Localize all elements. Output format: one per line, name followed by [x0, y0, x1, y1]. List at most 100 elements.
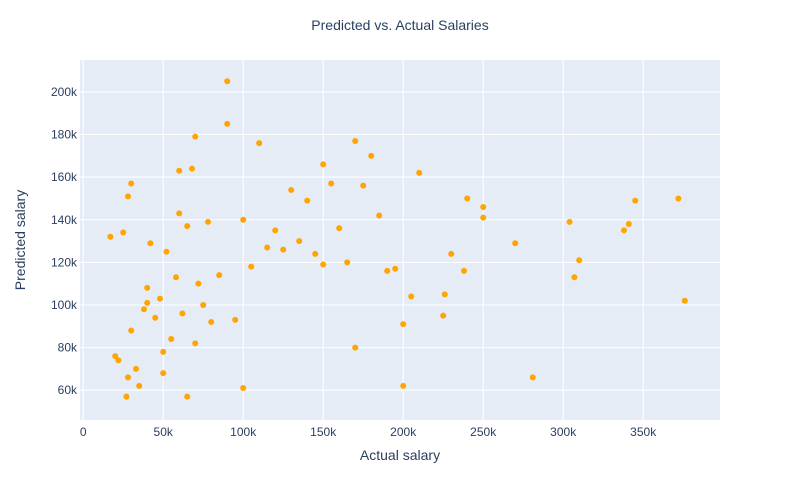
y-tick-label: 180k — [51, 128, 78, 142]
data-point — [392, 265, 399, 272]
data-point — [176, 167, 183, 174]
data-point — [173, 274, 179, 281]
data-point — [328, 180, 335, 187]
data-point — [163, 248, 170, 255]
data-point — [416, 169, 423, 176]
data-point — [133, 365, 139, 372]
data-point — [147, 240, 154, 247]
data-point — [144, 284, 151, 291]
x-tick-label: 50k — [154, 425, 174, 439]
data-point — [144, 299, 151, 306]
data-point — [157, 295, 163, 302]
data-point — [461, 267, 467, 274]
data-point — [192, 133, 199, 140]
y-tick-label: 160k — [51, 170, 78, 184]
data-point — [123, 393, 130, 400]
data-point — [480, 203, 487, 210]
x-tick-label: 100k — [230, 425, 257, 439]
data-point — [566, 218, 573, 225]
data-point — [344, 259, 351, 266]
data-point — [408, 293, 415, 300]
data-point — [571, 274, 578, 281]
data-point — [240, 216, 247, 223]
y-axis-title: Predicted salary — [12, 190, 28, 290]
data-point — [675, 195, 682, 202]
data-point — [480, 214, 487, 221]
data-point — [205, 218, 211, 225]
x-tick-label: 200k — [390, 425, 417, 439]
data-point — [160, 370, 167, 377]
data-point — [179, 310, 186, 317]
data-point — [128, 180, 135, 187]
data-point — [125, 193, 131, 200]
y-tick-label: 140k — [51, 213, 78, 227]
data-point — [312, 250, 319, 257]
data-point — [195, 280, 202, 287]
x-tick-label: 150k — [310, 425, 337, 439]
data-point — [384, 267, 391, 274]
data-point — [320, 161, 327, 168]
data-point — [136, 382, 143, 389]
data-point — [128, 327, 135, 334]
x-tick-label: 300k — [550, 425, 577, 439]
data-point — [120, 229, 127, 236]
data-point — [441, 291, 448, 298]
plot-background — [80, 60, 720, 420]
data-point — [176, 210, 183, 217]
grid-lines — [80, 60, 720, 420]
data-point — [529, 374, 536, 381]
data-point — [464, 195, 471, 202]
data-point — [625, 221, 632, 228]
data-point — [352, 344, 359, 351]
data-point — [304, 197, 311, 204]
data-point — [632, 197, 639, 204]
data-point — [208, 319, 215, 326]
data-point — [141, 306, 147, 313]
x-tick-label: 0 — [80, 425, 87, 439]
data-point — [368, 152, 375, 159]
data-point — [224, 120, 231, 127]
data-point — [232, 316, 239, 323]
data-point — [160, 348, 167, 355]
data-point — [200, 301, 207, 308]
data-point — [400, 321, 407, 328]
data-point — [115, 357, 122, 364]
data-point — [264, 244, 271, 251]
data-point — [512, 240, 519, 247]
data-point — [192, 340, 199, 347]
data-point — [224, 78, 231, 85]
data-point — [681, 297, 688, 304]
data-point — [216, 272, 223, 279]
x-axis-title: Actual salary — [360, 447, 440, 463]
data-point — [320, 261, 327, 268]
y-tick-label: 120k — [51, 255, 78, 269]
y-tick-label: 200k — [51, 85, 78, 99]
data-point — [296, 238, 303, 245]
data-point — [352, 137, 359, 144]
data-point — [152, 314, 159, 321]
data-point — [448, 250, 455, 257]
data-point — [288, 186, 295, 193]
x-axis-ticks: 0 50k 100k 150k 200k 250k 300k 350k — [80, 425, 657, 439]
data-point — [440, 312, 447, 319]
data-point — [248, 263, 255, 270]
data-point — [184, 223, 191, 230]
data-point — [376, 212, 383, 219]
data-point — [240, 385, 247, 392]
data-point — [125, 374, 131, 381]
data-point — [336, 225, 343, 232]
x-tick-label: 350k — [630, 425, 657, 439]
data-points — [107, 78, 688, 400]
y-axis-ticks: 60k 80k 100k 120k 140k 160k 180k 200k — [51, 85, 78, 397]
y-tick-label: 60k — [58, 383, 78, 397]
data-point — [576, 257, 583, 264]
data-point — [168, 336, 175, 343]
data-point — [112, 353, 119, 360]
y-tick-label: 80k — [58, 341, 78, 355]
data-point — [189, 165, 195, 172]
data-point — [621, 227, 627, 234]
data-point — [107, 233, 114, 240]
chart-title: Predicted vs. Actual Salaries — [311, 17, 488, 33]
